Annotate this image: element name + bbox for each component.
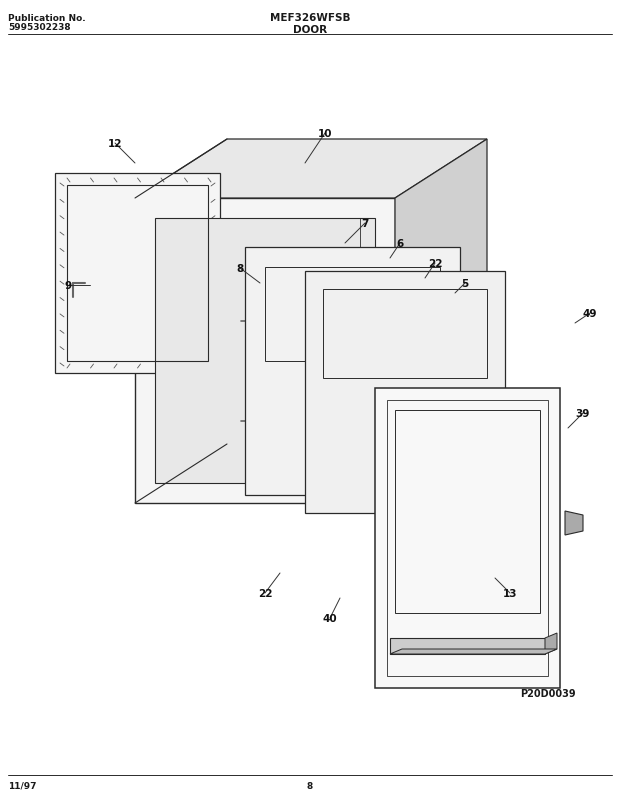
Text: MEF326WFSB: MEF326WFSB [270, 13, 350, 23]
Text: 49: 49 [583, 308, 597, 319]
Polygon shape [390, 649, 557, 654]
Polygon shape [245, 247, 460, 495]
Polygon shape [565, 512, 583, 536]
Text: 8: 8 [307, 781, 313, 790]
Polygon shape [375, 389, 560, 688]
Text: 6: 6 [396, 238, 404, 249]
Text: 10: 10 [317, 128, 332, 139]
Text: Publication No.: Publication No. [8, 14, 86, 23]
Polygon shape [55, 173, 220, 373]
Polygon shape [545, 634, 557, 654]
Text: 11/97: 11/97 [8, 781, 37, 790]
Text: 9: 9 [64, 281, 71, 291]
Polygon shape [395, 140, 487, 503]
Text: 40: 40 [322, 613, 337, 623]
Text: 5995302238: 5995302238 [8, 23, 71, 32]
Polygon shape [155, 218, 375, 483]
Text: 13: 13 [503, 589, 517, 598]
Text: P20D0039: P20D0039 [520, 688, 575, 698]
Polygon shape [135, 140, 487, 199]
Polygon shape [390, 638, 545, 654]
Polygon shape [135, 199, 395, 503]
Text: 5: 5 [461, 279, 469, 288]
Text: 39: 39 [576, 409, 590, 418]
Text: DOOR: DOOR [293, 25, 327, 35]
Text: 12: 12 [108, 139, 122, 149]
Polygon shape [305, 271, 505, 513]
Text: 22: 22 [428, 259, 442, 269]
Text: 22: 22 [258, 589, 272, 598]
Text: 7: 7 [361, 218, 369, 229]
Text: 8: 8 [236, 263, 244, 274]
